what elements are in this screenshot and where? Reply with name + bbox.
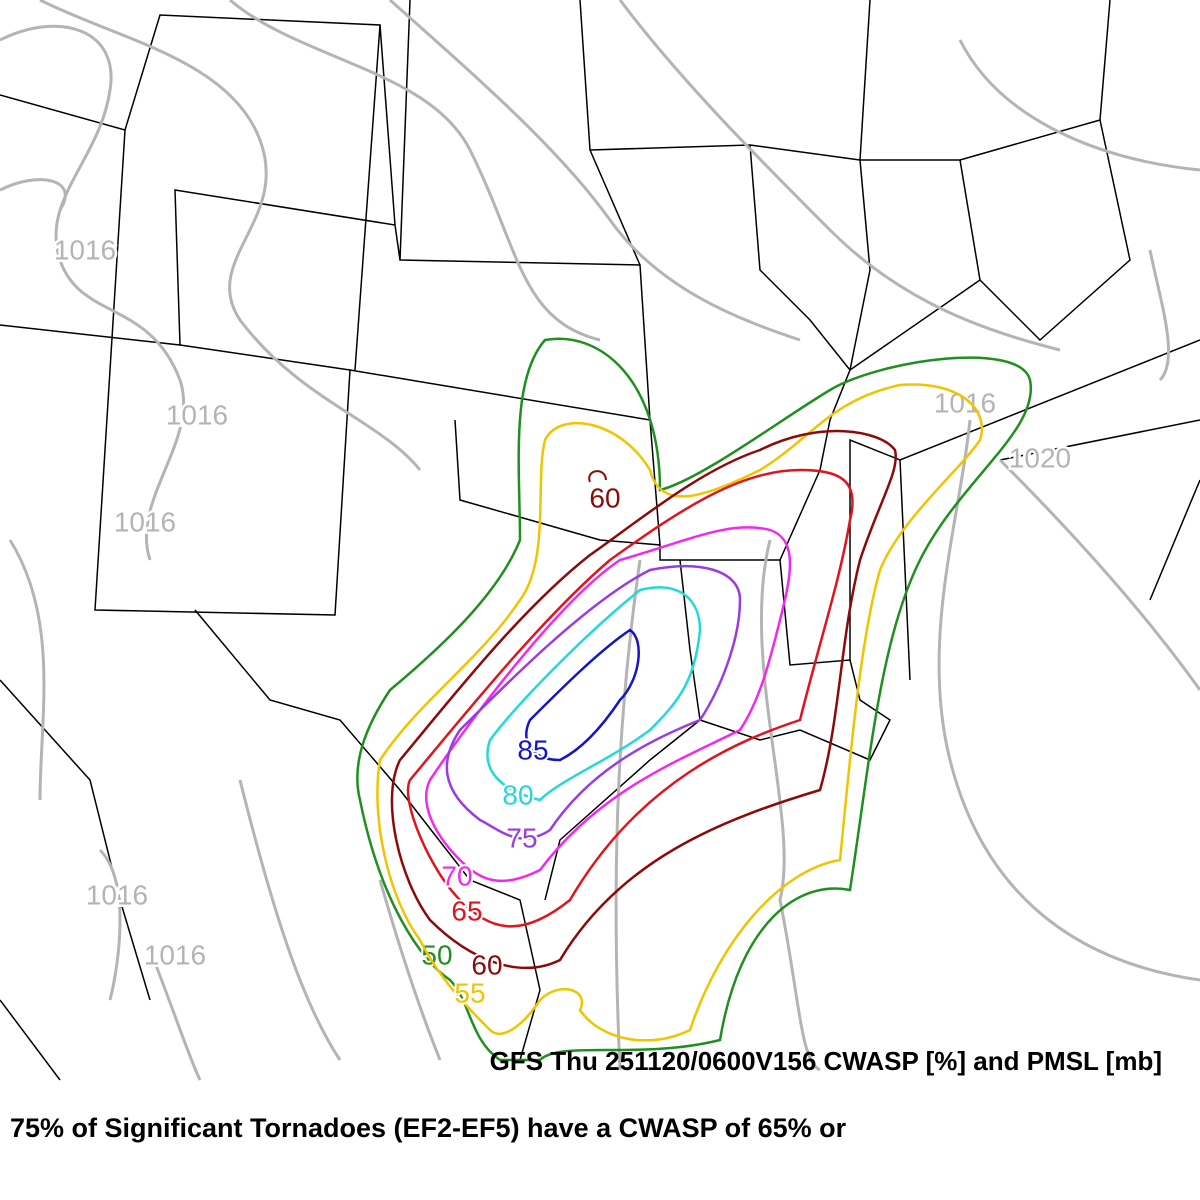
- isobar: [937, 419, 1200, 982]
- cwasp-contour: [406, 468, 854, 928]
- cwasp-contour: [525, 628, 640, 762]
- caption-line2: 75% of Significant Tornadoes (EF2-EF5) h…: [10, 1113, 847, 1143]
- cwasp-contour: [445, 565, 742, 840]
- cwasp-contour: [356, 337, 1033, 1062]
- cwasp-contour: [390, 429, 898, 969]
- isobar: [1148, 249, 1171, 382]
- isobar: [618, 0, 1061, 352]
- isobar: [0, 178, 67, 211]
- border: [454, 144, 851, 561]
- cwasp-label: 65: [451, 895, 482, 926]
- isobar: [98, 848, 122, 1001]
- isobar: [389, 0, 801, 342]
- border: [699, 559, 891, 761]
- isobar: [0, 24, 186, 561]
- cwasp-label: 80: [502, 779, 533, 810]
- isobar-label: 1016: [166, 399, 228, 430]
- cwasp-label: 70: [441, 860, 472, 891]
- isobar-label: 1016: [114, 506, 176, 537]
- cwasp-contour: [588, 470, 607, 483]
- border: [0, 679, 151, 1081]
- cwasp-label: 75: [506, 822, 537, 853]
- cwasp-contour: [425, 526, 792, 883]
- isobar: [759, 539, 821, 1072]
- isobar: [148, 949, 202, 1081]
- cwasp-label: 85: [517, 734, 548, 765]
- isobar: [614, 559, 642, 1071]
- border: [999, 419, 1200, 601]
- border: [0, 94, 651, 616]
- isobar: [998, 458, 1200, 691]
- cwasp-label: 60: [589, 482, 620, 513]
- isobar-label: 1016: [934, 387, 996, 418]
- isobar-label: 1016: [54, 234, 116, 265]
- isobar-label: 1016: [144, 939, 206, 970]
- border: [379, 0, 641, 266]
- border: [194, 609, 541, 1061]
- border: [749, 0, 981, 371]
- border: [849, 339, 1200, 681]
- isobar: [958, 39, 1200, 172]
- cwasp-contour: [376, 383, 983, 1042]
- border: [124, 14, 381, 371]
- border: [0, 189, 661, 546]
- isobar: [39, 0, 422, 471]
- isobar: [378, 879, 442, 1061]
- isobar: [8, 539, 46, 801]
- cwasp-label: 50: [421, 939, 452, 970]
- cwasp-contour: [486, 586, 702, 802]
- caption-line1: GFS Thu 251120/0600V156 CWASP [%] and PM…: [490, 1046, 1162, 1076]
- isobar-label: 1020: [1009, 442, 1071, 473]
- isobar: [229, 0, 601, 342]
- isobar-label: 1016: [86, 879, 148, 910]
- state-borders: [0, 0, 1200, 1081]
- cwasp-label: 60: [471, 949, 502, 980]
- pressure-contours: 1016 1016 1016 1016 1016 1016 1020: [0, 0, 1200, 1081]
- isobar: [238, 779, 342, 1061]
- border: [959, 0, 1131, 342]
- border: [179, 344, 351, 371]
- cwasp-label: 55: [454, 977, 485, 1008]
